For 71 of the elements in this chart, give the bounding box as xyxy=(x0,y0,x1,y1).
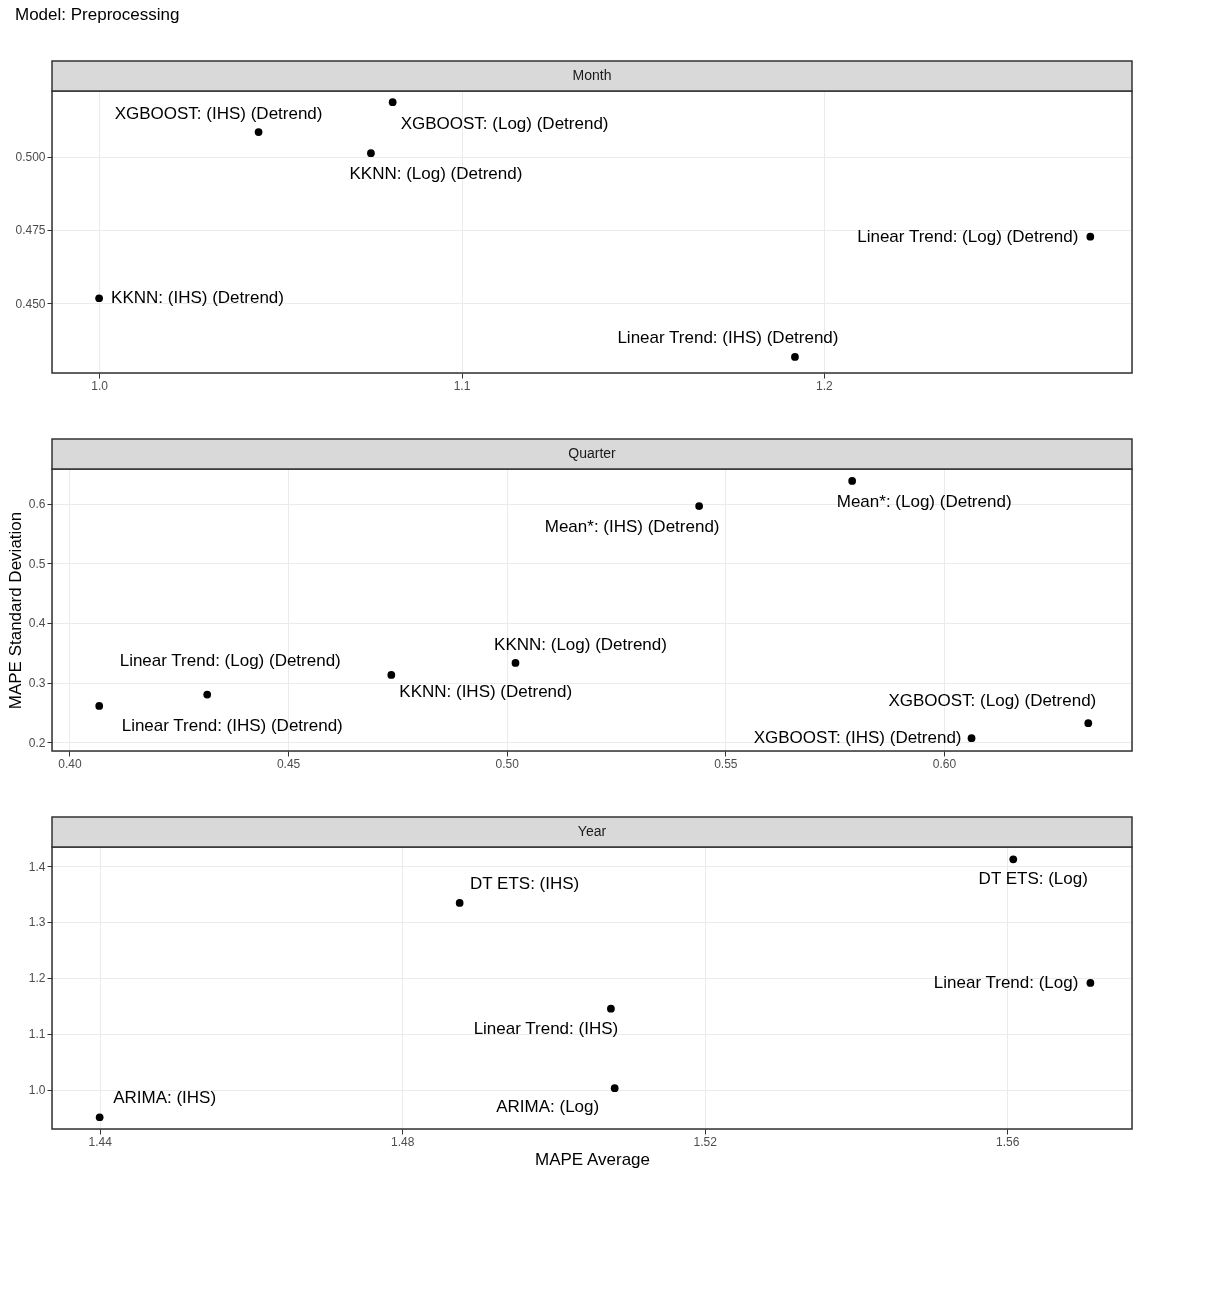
point xyxy=(1086,979,1095,987)
point xyxy=(607,1004,615,1013)
y-tick-label: 0.4 xyxy=(28,616,46,631)
point xyxy=(1086,232,1095,241)
x-tick-label: 1.0 xyxy=(91,378,109,393)
x-tick-label: 0.55 xyxy=(714,756,738,771)
point xyxy=(791,353,799,361)
y-axis-title: MAPE Standard Deviation xyxy=(5,511,25,710)
y-tick-label: 0.5 xyxy=(28,556,46,571)
annotation: KKNN: (IHS) (Detrend) xyxy=(399,681,573,701)
annotation: ARIMA: (IHS) xyxy=(113,1088,217,1108)
point xyxy=(967,734,976,743)
annotation: Mean*: (Log) (Detrend) xyxy=(836,491,1012,511)
annotation: KKNN: (IHS) (Detrend) xyxy=(111,288,284,308)
chart-subtitle: Quarter xyxy=(568,445,617,461)
annotation: DT ETS: (IHS) xyxy=(470,873,580,893)
y-tick-label: 1.1 xyxy=(28,1027,46,1042)
annotation: ARIMA: (Log) xyxy=(496,1097,600,1117)
y-tick-label: 0.500 xyxy=(15,150,46,165)
y-tick-label: 1.4 xyxy=(28,859,46,874)
annotation: DT ETS: (Log) xyxy=(978,869,1088,889)
point xyxy=(95,294,103,303)
x-tick-label: 0.45 xyxy=(276,756,301,771)
annotation: Linear Trend: (IHS) xyxy=(473,1018,619,1038)
annotation: XGBOOST: (Log) (Detrend) xyxy=(888,691,1097,711)
x-tick-label: 1.56 xyxy=(996,1134,1020,1149)
point xyxy=(254,128,263,136)
point xyxy=(95,1113,104,1122)
point xyxy=(848,477,857,485)
y-tick-label: 0.2 xyxy=(28,735,46,750)
annotation: Linear Trend: (IHS) (Detrend) xyxy=(121,715,343,735)
point xyxy=(367,149,375,158)
point xyxy=(387,671,396,679)
point xyxy=(95,702,104,710)
x-tick-label: 1.2 xyxy=(816,378,834,393)
point xyxy=(695,502,703,510)
annotation: XGBOOST: (Log) (Detrend) xyxy=(400,114,609,134)
point xyxy=(388,98,397,106)
point xyxy=(610,1084,619,1093)
y-tick-label: 0.6 xyxy=(28,497,46,512)
x-tick-label: 1.48 xyxy=(390,1134,415,1149)
y-tick-label: 0.3 xyxy=(28,676,46,691)
chart-subtitle: Month xyxy=(572,67,612,83)
point xyxy=(203,690,212,699)
chart-title: Model: Preprocessing xyxy=(14,5,180,25)
annotation: KKNN: (Log) (Detrend) xyxy=(494,634,667,654)
annotation: Linear Trend: (Log) (Detrend) xyxy=(857,226,1079,246)
x-tick-label: 1.52 xyxy=(693,1134,718,1149)
annotation: Mean*: (IHS) (Detrend) xyxy=(544,517,720,536)
annotation: KKNN: (Log) (Detrend) xyxy=(349,164,523,184)
y-tick-label: 1.3 xyxy=(28,915,46,930)
x-tick-label: 0.60 xyxy=(932,756,957,771)
y-tick-label: 1.0 xyxy=(28,1083,46,1098)
x-tick-label: 1.44 xyxy=(88,1134,113,1149)
annotation: Linear Trend: (Log) (Detrend) xyxy=(119,650,341,670)
y-tick-label: 0.475 xyxy=(15,223,46,238)
x-tick-label: 0.40 xyxy=(58,756,82,771)
annotation: Linear Trend: (Log) xyxy=(933,972,1079,992)
point xyxy=(455,899,464,907)
annotation: Linear Trend: (IHS) (Detrend) xyxy=(617,327,839,347)
x-axis-title: MAPE Average xyxy=(535,1149,650,1169)
y-tick-label: 0.450 xyxy=(15,296,46,311)
point xyxy=(1009,855,1018,864)
annotation: XGBOOST: (IHS) (Detrend) xyxy=(114,104,323,124)
point xyxy=(511,659,520,667)
x-tick-label: 1.1 xyxy=(453,378,471,393)
chart-subtitle: Year xyxy=(577,823,607,839)
point xyxy=(1084,719,1093,728)
y-tick-label: 1.2 xyxy=(28,971,46,986)
x-tick-label: 0.50 xyxy=(495,756,520,771)
annotation: XGBOOST: (IHS) (Detrend) xyxy=(753,728,962,748)
